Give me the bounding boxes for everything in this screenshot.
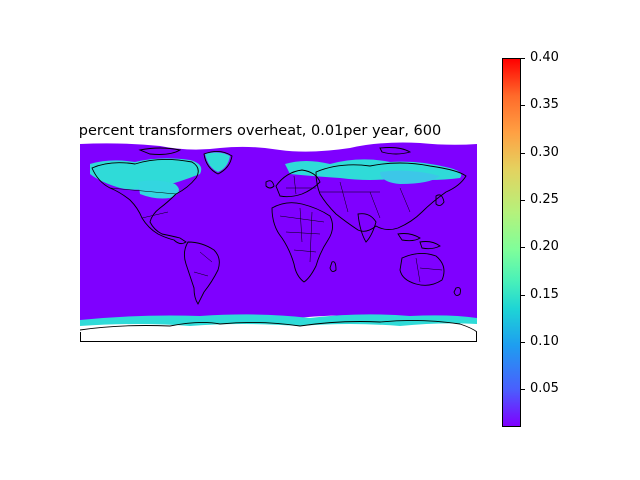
colorbar-tick-label: 0.25 bbox=[530, 192, 559, 207]
colorbar-tick-label: 0.05 bbox=[530, 381, 559, 396]
colorbar-tick bbox=[521, 389, 525, 390]
colorbar-tick bbox=[521, 58, 525, 59]
colorbar-tick-label: 0.40 bbox=[530, 50, 559, 65]
colorbar-tick bbox=[521, 295, 525, 296]
colorbar-tick-label: 0.30 bbox=[530, 145, 559, 160]
colorbar-tick bbox=[521, 247, 525, 248]
colorbar-tick bbox=[521, 153, 525, 154]
colorbar-tick-label: 0.10 bbox=[530, 334, 559, 349]
colorbar-tick bbox=[521, 105, 525, 106]
colorbar-tick-label: 0.20 bbox=[530, 239, 559, 254]
colorbar-tick bbox=[521, 342, 525, 343]
colorbar-tick-label: 0.15 bbox=[530, 287, 559, 302]
map-title: percent transformers overheat, 0.01per y… bbox=[78, 123, 442, 139]
colorbar bbox=[502, 58, 521, 427]
world-map bbox=[80, 142, 477, 342]
colorbar-tick-label: 0.35 bbox=[530, 97, 559, 112]
colorbar-tick bbox=[521, 200, 525, 201]
